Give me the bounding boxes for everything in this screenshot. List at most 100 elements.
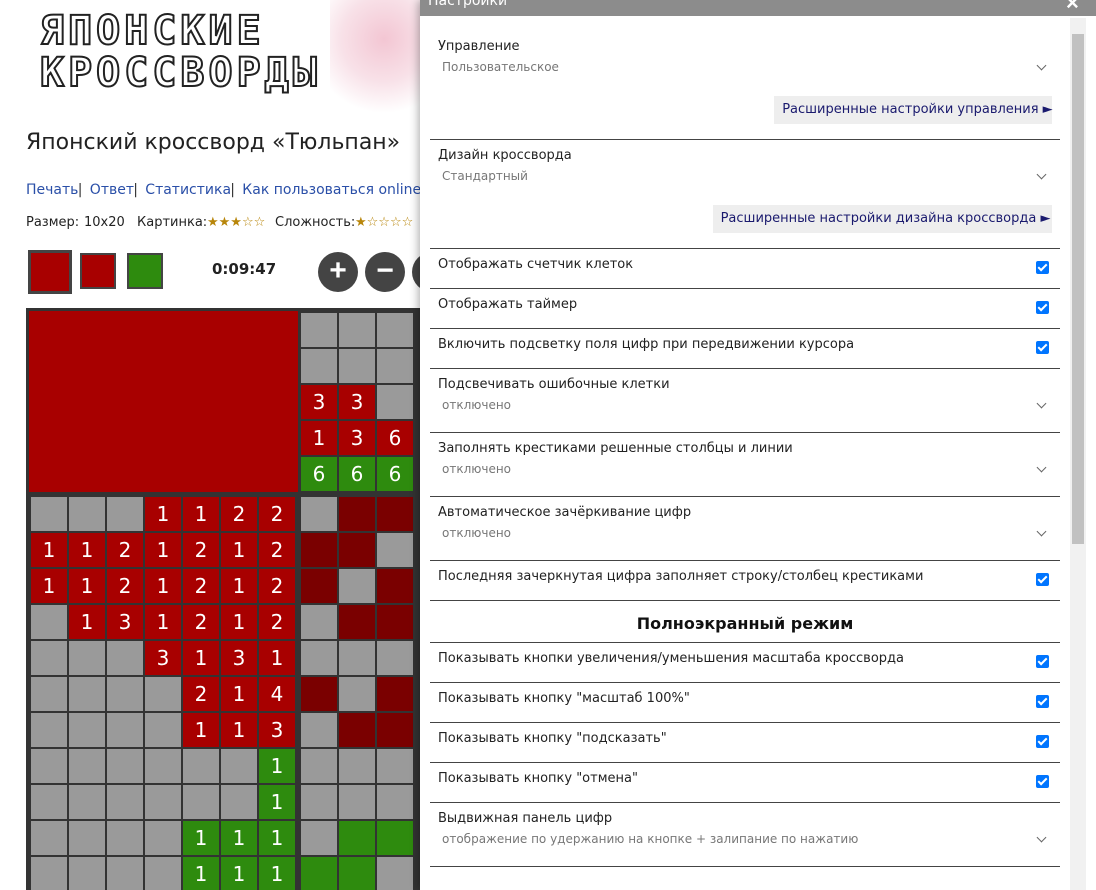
- row-clue: [69, 785, 105, 819]
- setting-label: Показывать кнопку "отмена": [438, 771, 638, 786]
- link[interactable]: Как пользоваться online: [242, 182, 422, 198]
- setting-label: Последняя зачеркнутая цифра заполняет ст…: [438, 569, 924, 584]
- dialog-header: [420, 0, 1096, 16]
- sakura: [330, 0, 420, 130]
- color-button[interactable]: [80, 253, 116, 289]
- checkbox[interactable]: [1036, 573, 1049, 586]
- separator: [430, 866, 1060, 867]
- board-cell: [301, 677, 337, 711]
- top-clue: 1: [301, 421, 337, 455]
- board-cell: [377, 533, 413, 567]
- row-clue: 1: [145, 605, 181, 639]
- top-clue: 6: [301, 457, 337, 491]
- button[interactable]: Расширенные настройки дизайна кроссворда…: [712, 205, 1052, 233]
- board-cell: [301, 569, 337, 603]
- row-clue: 2: [107, 533, 143, 567]
- setting-label: Автоматическое зачёркивание цифр: [438, 505, 692, 520]
- setting-label: Дизайн кроссворда: [438, 148, 572, 163]
- row-clue: [69, 821, 105, 855]
- row-clue: [107, 497, 143, 531]
- row-clue: 1: [183, 821, 219, 855]
- row-clue: 1: [69, 533, 105, 567]
- board-cell: [377, 713, 413, 747]
- row-clue: 1: [145, 497, 181, 531]
- zoom-button[interactable]: −: [365, 252, 405, 292]
- row-clue: [145, 821, 181, 855]
- row-clue: [221, 785, 257, 819]
- page-title: Японский кроссворд «Тюльпан»: [26, 130, 401, 155]
- row-clue: 2: [183, 569, 219, 603]
- board-cell: [301, 497, 337, 531]
- separator: [430, 328, 1060, 329]
- row-clue: 1: [259, 821, 295, 855]
- row-clue: 2: [183, 605, 219, 639]
- color-button[interactable]: [127, 253, 163, 289]
- select-value[interactable]: отключено: [442, 462, 512, 476]
- select-value[interactable]: Пользовательское: [442, 60, 559, 74]
- row-clue: 1: [221, 605, 257, 639]
- select-value[interactable]: Стандартный: [442, 169, 528, 183]
- top-clue: 6: [377, 421, 413, 455]
- info-text: ★☆☆☆☆: [355, 215, 414, 230]
- row-clue: 3: [259, 713, 295, 747]
- row-clue: 1: [259, 785, 295, 819]
- board-cell: [301, 857, 337, 890]
- board-cell: [301, 749, 337, 783]
- board-cell: [339, 785, 375, 819]
- checkbox[interactable]: [1036, 655, 1049, 668]
- row-clue: [145, 677, 181, 711]
- row-clue: [183, 785, 219, 819]
- top-clue: 3: [339, 421, 375, 455]
- board-cell: [339, 857, 375, 890]
- link[interactable]: Ответ: [89, 182, 134, 198]
- row-clue: [107, 821, 143, 855]
- color-button[interactable]: [28, 250, 72, 294]
- setting-label: Включить подсветку поля цифр при передви…: [438, 337, 855, 352]
- zoom-button[interactable]: +: [318, 252, 358, 292]
- row-clue: 1: [221, 569, 257, 603]
- row-clue: 2: [259, 605, 295, 639]
- row-clue: 1: [145, 533, 181, 567]
- row-clue: 1: [259, 641, 295, 675]
- checkbox[interactable]: [1036, 261, 1049, 274]
- row-clue: 1: [221, 821, 257, 855]
- top-clue: [377, 313, 413, 347]
- row-clue: [183, 749, 219, 783]
- button[interactable]: Расширенные настройки управления ►: [774, 96, 1053, 124]
- board-cell: [301, 641, 337, 675]
- top-clue: 3: [339, 385, 375, 419]
- board-cell: [301, 713, 337, 747]
- scroll-thumb: [1072, 34, 1084, 544]
- checkbox[interactable]: [1036, 341, 1049, 354]
- separator: [430, 802, 1060, 803]
- row-clue: [69, 713, 105, 747]
- board-cell: [339, 533, 375, 567]
- select-value[interactable]: отображение по удержанию на кнопке + зал…: [442, 832, 859, 846]
- board-cell: [377, 641, 413, 675]
- close-button[interactable]: ×: [1066, 0, 1079, 15]
- board-cell: [339, 641, 375, 675]
- row-clue: [221, 749, 257, 783]
- select-value[interactable]: отключено: [442, 398, 512, 412]
- checkbox[interactable]: [1036, 301, 1049, 314]
- select-value[interactable]: отключено: [442, 526, 512, 540]
- link[interactable]: Печать: [26, 182, 79, 198]
- row-clue: [31, 821, 67, 855]
- board-cell: [339, 713, 375, 747]
- checkbox[interactable]: [1036, 695, 1049, 708]
- checkbox[interactable]: [1036, 735, 1049, 748]
- board-cell: [301, 821, 337, 855]
- setting-label: Показывать кнопки увеличения/уменьшения …: [438, 651, 904, 666]
- board-cell: [377, 749, 413, 783]
- link[interactable]: Статистика: [145, 182, 232, 198]
- row-clue: [69, 857, 105, 890]
- checkbox[interactable]: [1036, 775, 1049, 788]
- separator: [430, 682, 1060, 683]
- row-clue: 1: [259, 749, 295, 783]
- board-cell: [377, 605, 413, 639]
- separator: |: [133, 182, 139, 198]
- row-clue: [31, 641, 67, 675]
- row-clue: 2: [259, 569, 295, 603]
- row-clue: [31, 497, 67, 531]
- row-clue: 1: [221, 713, 257, 747]
